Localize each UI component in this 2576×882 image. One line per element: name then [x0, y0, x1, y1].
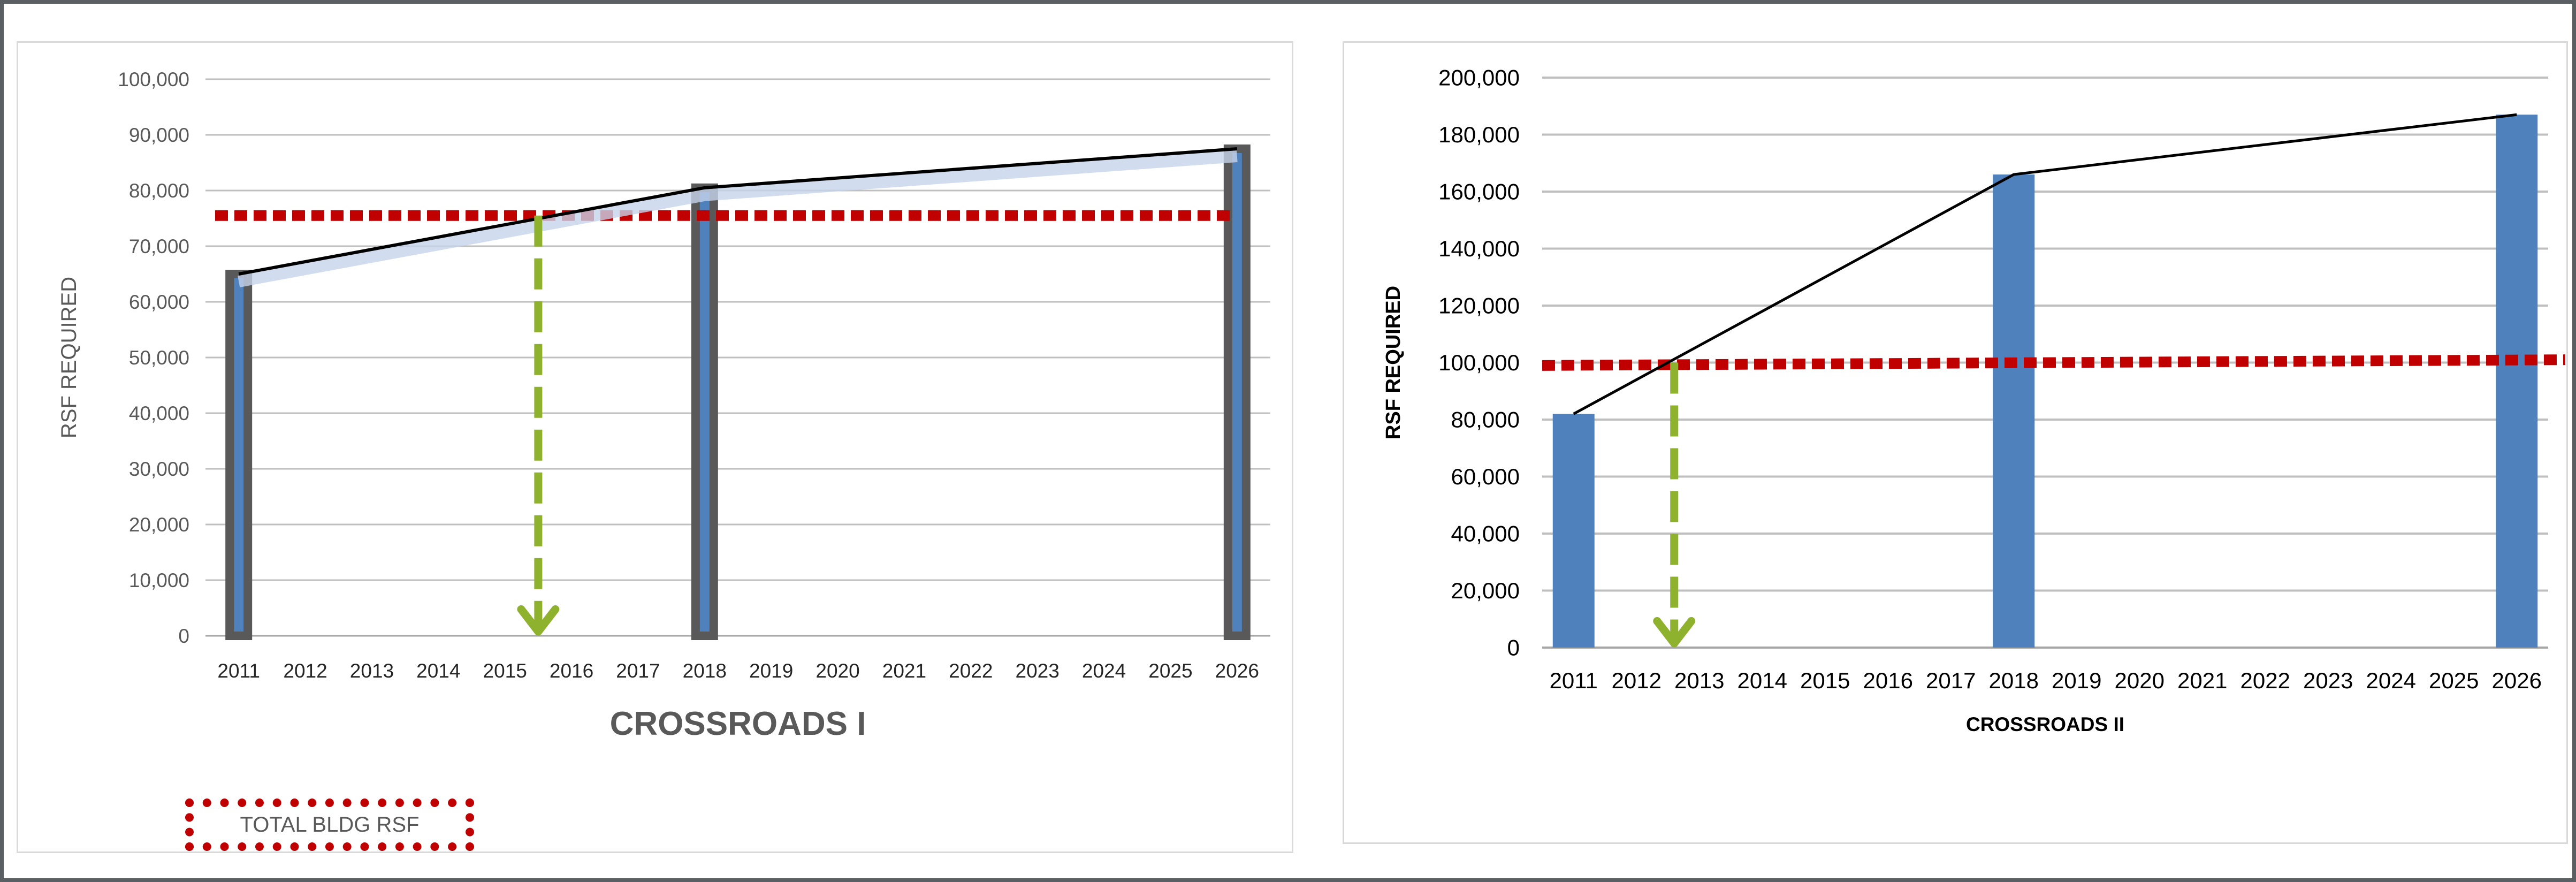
x-tick-label: 2018: [683, 660, 727, 682]
x-tick-label: 2014: [416, 660, 460, 682]
x-tick-label: 2014: [1737, 668, 1787, 693]
x-tick-label: 2024: [2366, 668, 2416, 693]
x-tick-label: 2011: [1550, 668, 1598, 693]
x-tick-label: 2015: [483, 660, 527, 682]
y-tick-label: 90,000: [129, 124, 189, 146]
x-tick-label: 2019: [2052, 668, 2101, 693]
x-tick-label: 2012: [283, 660, 327, 682]
legend-label: TOTAL BLDG RSF: [240, 812, 420, 837]
trend-line: [238, 147, 1238, 276]
x-tick-label: 2023: [2303, 668, 2353, 693]
chart-panel-crossroads-i: 0 10,000 20,000 30,000 40,000 50,000 60,000 70,…: [17, 41, 1293, 853]
trend-line-shadow: [238, 150, 1238, 287]
arrow-head: [517, 605, 560, 636]
y-tick-label: 140,000: [1438, 236, 1520, 261]
y-tick-label: 10,000: [129, 569, 189, 591]
x-tick-label: 2017: [1926, 668, 1976, 693]
y-tick-label: 20,000: [1451, 578, 1520, 603]
y-tick-label: 0: [178, 625, 189, 647]
x-tick-label: 2020: [816, 660, 859, 682]
y-tick-label: 100,000: [1438, 350, 1520, 375]
y-tick-label: 100,000: [118, 69, 189, 90]
x-tick-label: 2025: [2429, 668, 2479, 693]
chart-crossroads-i: 0 10,000 20,000 30,000 40,000 50,000 60,000 70,…: [57, 69, 1270, 742]
chart-title: CROSSROADS I: [610, 705, 866, 742]
x-tick-label: 2016: [1863, 668, 1913, 693]
y-axis-title: RSF REQUIRED: [57, 277, 81, 438]
y-tick-label: 30,000: [129, 458, 189, 480]
x-tick-label: 2022: [2240, 668, 2290, 693]
arrow-head: [1653, 617, 1696, 648]
trend-line: [1573, 113, 2517, 415]
y-tick-label: 160,000: [1438, 179, 1520, 204]
x-tick-label: 2018: [1989, 668, 2039, 693]
x-tick-label: 2020: [2115, 668, 2165, 693]
y-tick-label: 40,000: [1451, 521, 1520, 546]
bar-2018: [691, 183, 718, 640]
threshold-line: [1542, 354, 2566, 371]
y-tick-label: 60,000: [1451, 464, 1520, 489]
y-tick-label: 20,000: [129, 514, 189, 536]
y-tick-label: 60,000: [129, 291, 189, 313]
x-tick-label: 2022: [949, 660, 993, 682]
chart-title: CROSSROADS II: [1966, 713, 2124, 735]
bar-2011: [1552, 414, 1595, 648]
chart-crossroads-ii: 0 20,000 40,000 60,000 80,000 100,000 120,000 1…: [1382, 65, 2566, 735]
legend-total-bldg-rsf: TOTAL BLDG RSF: [185, 799, 474, 851]
x-tick-label: 2011: [217, 660, 260, 682]
y-tick-label: 80,000: [129, 180, 189, 202]
x-tick-label: 2017: [616, 660, 660, 682]
x-tick-label: 2025: [1148, 660, 1192, 682]
x-tick-label: 2013: [350, 660, 394, 682]
bar-2011: [225, 270, 253, 640]
y-axis-title: RSF REQUIRED: [1382, 286, 1405, 439]
y-tick-label: 120,000: [1438, 293, 1520, 318]
y-tick-label: 0: [1507, 635, 1520, 660]
bar-2026: [1223, 145, 1251, 640]
x-tick-label: 2019: [749, 660, 793, 682]
x-tick-label: 2021: [2177, 668, 2227, 693]
x-tick-label: 2015: [1800, 668, 1850, 693]
y-tick-label: 50,000: [129, 347, 189, 369]
chart-panel-crossroads-ii: 0 20,000 40,000 60,000 80,000 100,000 120,000 1…: [1343, 41, 2568, 844]
y-tick-label: 70,000: [129, 235, 189, 257]
x-tick-label: 2026: [2492, 668, 2542, 693]
y-tick-label: 200,000: [1438, 65, 1520, 90]
x-tick-label: 2021: [882, 660, 926, 682]
x-tick-label: 2013: [1674, 668, 1724, 693]
y-tick-label: 80,000: [1451, 407, 1520, 432]
x-tick-label: 2012: [1612, 668, 1662, 693]
x-tick-label: 2023: [1016, 660, 1060, 682]
x-tick-label: 2016: [550, 660, 593, 682]
bar-2018: [1993, 174, 2035, 648]
x-tick-label: 2024: [1082, 660, 1126, 682]
x-tick-label: 2026: [1215, 660, 1259, 682]
y-tick-label: 180,000: [1438, 122, 1520, 147]
y-tick-label: 40,000: [129, 402, 189, 424]
bar-2026: [2496, 115, 2538, 648]
